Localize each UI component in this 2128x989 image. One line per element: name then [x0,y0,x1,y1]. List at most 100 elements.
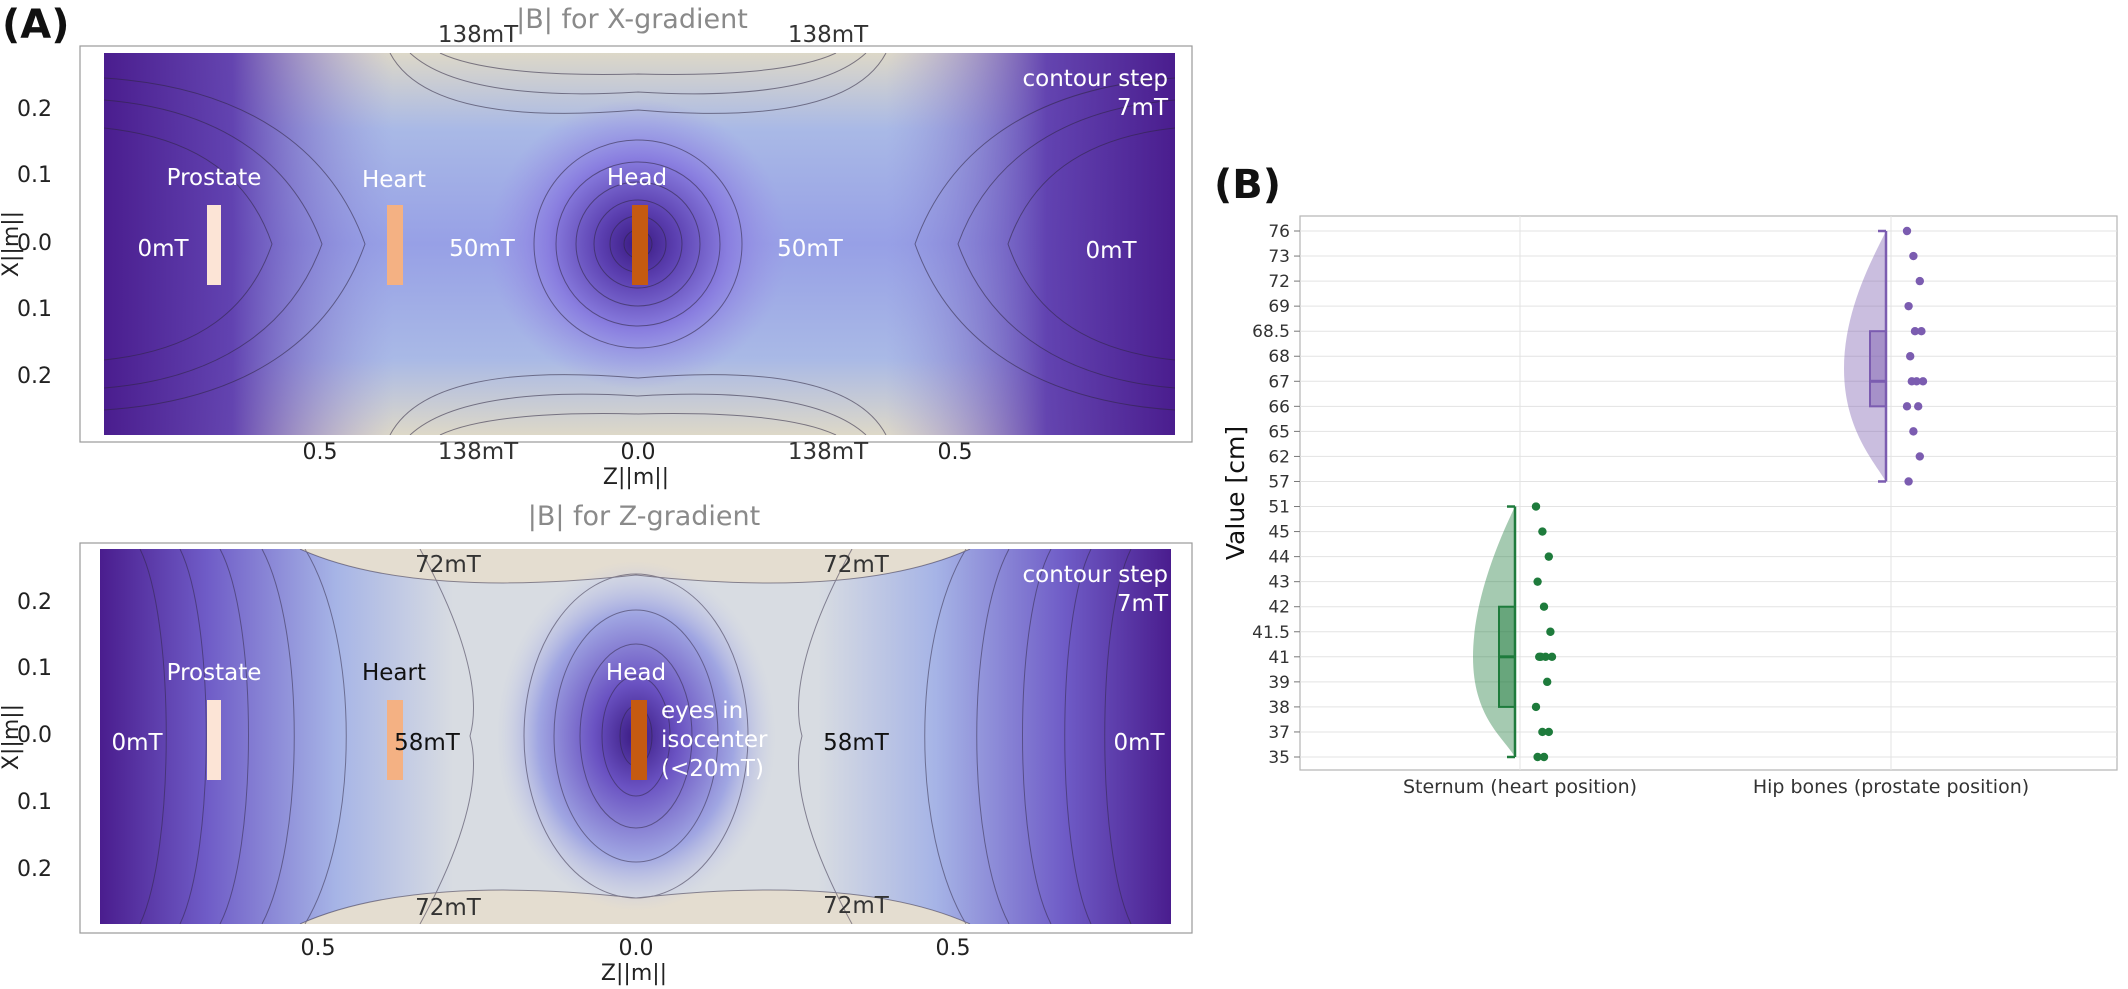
map-x-label-top-right: 138mT [788,22,869,48]
chart-ytick-label: 65 [1268,422,1290,442]
data-point [1918,377,1928,386]
chart-category-label: Hip bones (prostate position) [1753,776,2029,798]
map-z-label-bottom-right: 72mT [823,893,890,919]
map-x-organ-heart: Heart [362,167,426,193]
chart-ytick-label: 68 [1268,347,1290,367]
data-point [1906,352,1915,361]
map-z-ytick: 0.2 [17,857,52,882]
chart-ytick-label: 67 [1268,372,1290,392]
chart-ytick-label: 76 [1268,222,1290,242]
violin-chart: 35 37 38 39 41 41.5 42 43 44 45 51 57 62 65 66 67 68 68.5… [1221,215,2118,798]
map-z-heart-marker [387,700,403,780]
chart-ytick-label: 35 [1268,748,1290,768]
chart-plot-area [1299,215,2118,771]
chart-ytick-label: 73 [1268,247,1290,267]
map-z-ylabel: X||m|| [0,704,24,770]
map-x-label-mid-left: 50mT [449,236,516,262]
map-z-eyes-note-2: isocenter [661,727,768,753]
map-z-label-bottom-left: 72mT [415,895,482,921]
map-x-label-bottom-left: 138mT [438,439,519,465]
map-z-xlabel: Z||m|| [601,961,667,986]
map-z-label-mid-left: 58mT [394,730,461,756]
data-point [1531,502,1541,511]
chart-ytick-label: 62 [1268,447,1290,467]
chart-ytick-label: 42 [1268,598,1290,618]
panel-letter-a: (A) [2,2,70,48]
map-z-ytick: 0.1 [17,790,52,815]
chart-ytick-label: 72 [1268,272,1290,292]
map-z-title: |B| for Z-gradient [528,501,761,532]
map-z-organ-prostate: Prostate [167,660,262,686]
map-z-head-marker [631,700,647,780]
map-z-ytick: 0.2 [17,590,52,615]
map-z-label-mid-right: 58mT [823,730,890,756]
data-point [1536,652,1546,662]
chart-ytick-label: 37 [1268,723,1290,743]
map-x-organ-head: Head [607,165,667,191]
map-z-label-right: 0mT [1113,730,1165,756]
map-x-xlabel: Z||m|| [603,465,669,490]
map-x-heart-marker [387,205,403,285]
chart-ytick-label: 69 [1268,297,1290,317]
data-point [1544,552,1554,561]
data-point [1909,251,1918,261]
data-point [1915,276,1925,286]
chart-ytick-label: 57 [1268,472,1290,492]
data-point [1902,402,1912,411]
map-x-ylabel: X||m|| [0,211,24,277]
data-point [1914,402,1923,411]
map-x-label-mid-right: 50mT [777,236,844,262]
chart-ytick-label: 44 [1268,548,1290,568]
data-point [1533,577,1542,586]
chart-ytick-label: 45 [1268,523,1290,543]
map-z: |B| for Z-gradient [0,501,1193,986]
data-point [1915,452,1925,461]
chart-ytick-label: 41 [1268,648,1290,668]
data-point [1538,527,1547,536]
chart-ytick-label: 66 [1268,397,1290,417]
chart-ytick-label: 39 [1268,673,1290,693]
data-point [1904,477,1913,486]
data-point [1531,702,1541,712]
data-point [1539,752,1549,762]
map-x-xtick: 0.0 [621,440,656,465]
data-point [1546,627,1555,636]
panel-letter-b: (B) [1214,162,1281,208]
map-z-label-top-right: 72mT [823,552,890,578]
data-point [1902,226,1912,236]
data-point [1907,377,1917,386]
map-x-label-top-left: 138mT [438,22,519,48]
map-x-ytick: 0.0 [17,231,52,256]
violin-shape [1473,506,1515,757]
map-z-ytick: 0.0 [17,723,52,748]
data-point [1547,652,1557,662]
chart-ytick-label: 41.5 [1252,623,1290,643]
map-z-xtick: 0.5 [936,936,971,961]
map-x-contour-note-2: 7mT [1117,95,1169,121]
map-x-title: |B| for X-gradient [516,4,748,35]
map-x-prostate-marker [207,205,221,285]
chart-ytick-label: 68.5 [1252,322,1290,342]
map-z-prostate-marker [207,700,221,780]
map-x-xtick: 0.5 [303,440,338,465]
map-x-head-marker [632,205,648,285]
data-point [1533,752,1542,762]
data-point [1904,301,1913,311]
map-z-eyes-note-1: eyes in [661,698,743,724]
map-x-ytick: 0.1 [17,297,52,322]
map-x-ytick: 0.2 [17,97,52,122]
map-z-label-top-left: 72mT [415,552,482,578]
map-z-eyes-note-3: (<20mT) [661,756,764,782]
data-point [1917,326,1926,336]
chart-category-label: Sternum (heart position) [1403,776,1637,798]
map-z-contour-note-2: 7mT [1117,591,1169,617]
map-x-label-right: 0mT [1085,238,1137,264]
map-x-ytick: 0.1 [17,163,52,188]
box-body [1869,330,1887,408]
chart-ytick-label: 38 [1268,698,1290,718]
chart-ytick-label: 43 [1268,573,1290,593]
data-point [1544,727,1554,737]
chart-ytick-label: 51 [1268,498,1290,518]
data-point [1910,326,1920,336]
